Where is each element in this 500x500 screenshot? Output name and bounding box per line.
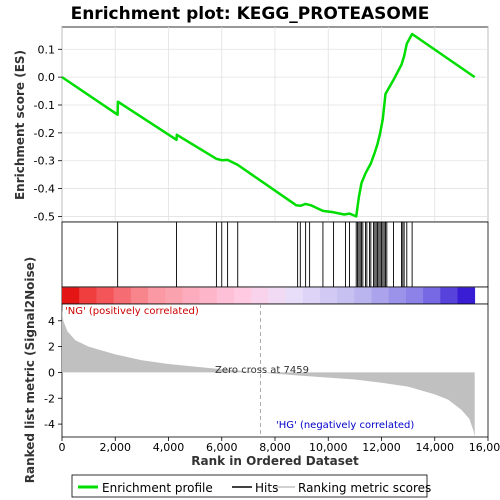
x-tick-label: 2,000 bbox=[100, 441, 132, 454]
color-band-segment bbox=[319, 287, 338, 304]
rank-ytick-label: 2 bbox=[48, 341, 55, 354]
color-band-segment bbox=[268, 287, 286, 304]
es-ytick-label: -0.3 bbox=[34, 155, 55, 168]
rank-panel: 4 2 0 -2 -4 'NG' (positively correlated) 'HG… bbox=[44, 303, 489, 438]
es-yticks: -0.5 -0.4 -0.3 -0.2 -0.1 0.0 0.1 bbox=[34, 43, 62, 223]
color-band-segment bbox=[371, 287, 390, 304]
negative-correlation-label: 'HG' (negatively correlated) bbox=[276, 420, 414, 431]
color-band-segment bbox=[199, 287, 218, 304]
rank-ytick-label: 4 bbox=[48, 315, 55, 328]
color-band-segment bbox=[251, 287, 269, 304]
es-grid bbox=[61, 27, 489, 222]
zero-cross-label: Zero cross at 7459 bbox=[215, 365, 309, 376]
rank-axis-title: Ranked list metric (Signal2Noise) bbox=[23, 257, 37, 484]
es-ytick-label: -0.2 bbox=[34, 127, 55, 140]
es-ytick-label: 0.1 bbox=[38, 43, 56, 56]
color-band-segment bbox=[302, 287, 321, 304]
legend-frame bbox=[71, 474, 428, 498]
es-ytick-label: -0.5 bbox=[34, 210, 55, 223]
color-band-segment bbox=[62, 287, 80, 304]
hits-panel bbox=[61, 221, 489, 288]
color-band-segment bbox=[457, 287, 476, 304]
enrichment-profile-line bbox=[61, 32, 476, 218]
color-band-segment bbox=[388, 287, 407, 304]
rank-yticks: 4 2 0 -2 -4 bbox=[44, 315, 62, 431]
color-band-segment bbox=[130, 287, 149, 304]
x-tick-label: 4,000 bbox=[153, 441, 185, 454]
color-band-segment bbox=[440, 287, 458, 304]
color-band-segment bbox=[96, 287, 114, 304]
x-tick-label: 8,000 bbox=[259, 441, 291, 454]
es-line-layer bbox=[61, 32, 476, 218]
es-axis-title: Enrichment score (ES) bbox=[13, 50, 27, 200]
color-band-segment bbox=[113, 287, 132, 304]
color-band-segment bbox=[233, 287, 252, 304]
rank-ytick-label: -2 bbox=[44, 392, 55, 405]
x-tick-label: 12,000 bbox=[362, 441, 401, 454]
color-band-segment bbox=[147, 287, 166, 304]
color-band-segment bbox=[79, 287, 97, 304]
ranking-metric-area bbox=[62, 309, 475, 437]
x-axis-ticks: 0 2,000 4,000 6,000 8,000 10,000 12,000 14,000 1… bbox=[59, 437, 500, 454]
color-band-segment bbox=[405, 287, 424, 304]
color-band-segment bbox=[337, 287, 355, 304]
rank-ytick-label: 0 bbox=[48, 366, 55, 379]
rank-area-layer bbox=[62, 309, 475, 437]
x-tick-label: 16,000 bbox=[469, 441, 500, 454]
legend: Enrichment profile Hits Ranking metric s… bbox=[71, 474, 431, 498]
legend-ranking-label: Ranking metric scores bbox=[298, 481, 431, 495]
positive-correlation-label: 'NG' (positively correlated) bbox=[65, 306, 199, 317]
color-band-segment bbox=[216, 287, 235, 304]
color-band-segment bbox=[354, 287, 372, 304]
rank-ytick-label: -4 bbox=[44, 418, 55, 431]
color-band-segments bbox=[62, 287, 476, 304]
plot-title: Enrichment plot: KEGG_PROTEASOME bbox=[71, 4, 430, 24]
color-band-segment bbox=[285, 287, 304, 304]
x-tick-label: 10,000 bbox=[309, 441, 348, 454]
x-tick-label: 6,000 bbox=[206, 441, 238, 454]
legend-enrichment-label: Enrichment profile bbox=[102, 481, 213, 495]
x-tick-label: 14,000 bbox=[416, 441, 455, 454]
color-band-segment bbox=[182, 287, 200, 304]
es-ytick-label: -0.1 bbox=[34, 99, 55, 112]
color-band-segment bbox=[165, 287, 183, 304]
es-ytick-label: 0.0 bbox=[38, 71, 56, 84]
hits-panel-frame bbox=[61, 221, 489, 288]
x-axis-title: Rank in Ordered Dataset bbox=[191, 454, 359, 468]
color-band bbox=[61, 286, 489, 305]
hits-lines bbox=[117, 222, 413, 287]
es-panel: -0.5 -0.4 -0.3 -0.2 -0.1 0.0 0.1 bbox=[34, 26, 489, 223]
legend-hits-label: Hits bbox=[255, 481, 278, 495]
color-band-segment bbox=[423, 287, 441, 304]
x-tick-label: 0 bbox=[59, 441, 66, 454]
es-ytick-label: -0.4 bbox=[34, 183, 55, 196]
